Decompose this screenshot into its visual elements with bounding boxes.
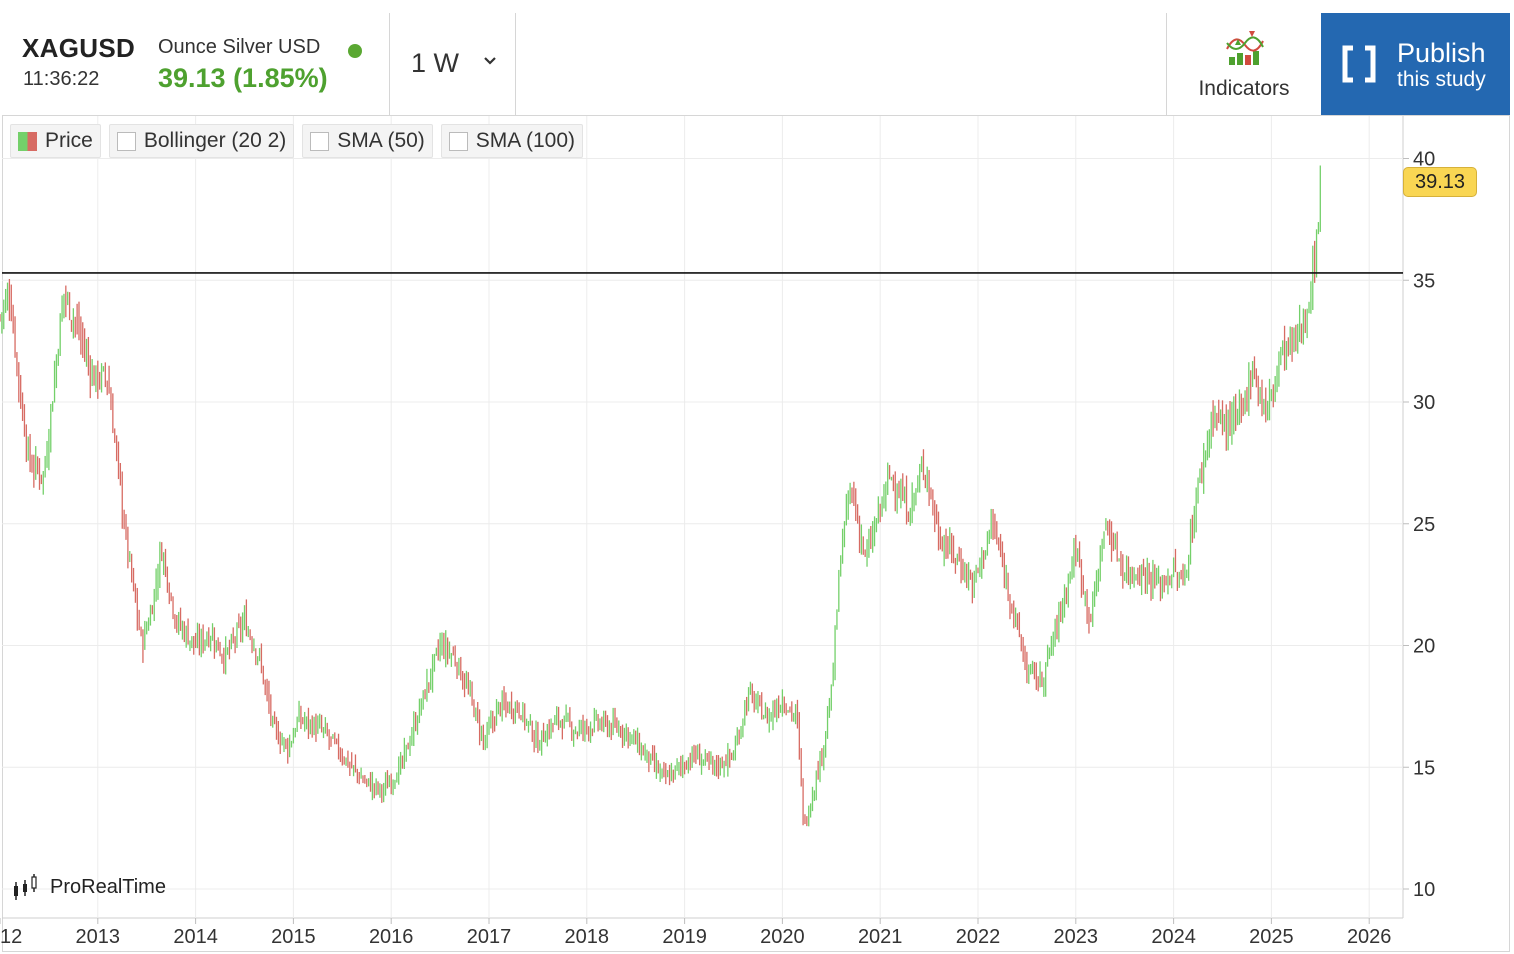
x-tick-label: 2015: [271, 926, 316, 948]
last-update-time: 11:36:22: [23, 68, 100, 90]
x-tick-label: 2014: [173, 926, 218, 948]
instrument-panel: XAGUSD Ounce Silver USD 11:36:22 39.13 (…: [2, 13, 390, 115]
x-tick-label: 2026: [1347, 926, 1392, 948]
bracket-icon: [1342, 45, 1376, 83]
y-tick-label: 15: [1413, 757, 1435, 779]
x-tick-label: 2017: [467, 926, 512, 948]
chart-header: XAGUSD Ounce Silver USD 11:36:22 39.13 (…: [2, 13, 1510, 116]
x-tick-label: 2022: [956, 926, 1001, 948]
chevron-down-icon: [484, 57, 496, 65]
prorealtime-brand: ProRealTime: [12, 872, 166, 902]
price-swatch: [18, 131, 37, 151]
market-status-dot: [348, 44, 362, 58]
publish-study-button[interactable]: Publish this study: [1321, 13, 1510, 115]
x-tick-label: 2013: [76, 926, 121, 948]
x-tick-label: 2019: [662, 926, 707, 948]
last-price-change: 39.13 (1.85%): [158, 63, 328, 93]
publish-sublabel: this study: [1397, 68, 1486, 91]
publish-label: Publish: [1397, 38, 1486, 68]
x-tick-label: 2024: [1151, 926, 1196, 948]
y-tick-label: 35: [1413, 270, 1435, 292]
y-tick-label: 10: [1413, 879, 1435, 901]
period-label: 1 W: [411, 48, 460, 78]
y-tick-label: 30: [1413, 392, 1435, 414]
legend-bollinger[interactable]: Bollinger (20 2): [108, 124, 295, 158]
legend-price-label: Price: [45, 129, 93, 152]
indicators-label: Indicators: [1198, 77, 1290, 100]
sma100-checkbox[interactable]: [448, 131, 468, 151]
x-tick-label: 2025: [1249, 926, 1294, 948]
x-tick-label: 2023: [1054, 926, 1099, 948]
bollinger-checkbox[interactable]: [116, 131, 136, 151]
x-tick-label: 2021: [858, 926, 903, 948]
brand-label: ProRealTime: [50, 875, 166, 898]
indicators-button[interactable]: Indicators: [1166, 13, 1321, 115]
x-tick-label: 2016: [369, 926, 414, 948]
legend-sma100[interactable]: SMA (100): [440, 124, 584, 158]
legend-sma50[interactable]: SMA (50): [302, 124, 433, 158]
x-tick-label: 2012: [0, 926, 22, 948]
legend-price[interactable]: Price: [10, 124, 101, 158]
period-selector[interactable]: 1 W: [390, 13, 516, 115]
legend-sma50-label: SMA (50): [337, 129, 425, 152]
legend-sma100-label: SMA (100): [475, 129, 576, 152]
y-tick-label: 40: [1413, 149, 1435, 171]
chart-frame: [2, 13, 1510, 952]
y-tick-label: 25: [1413, 514, 1435, 536]
y-tick-label: 20: [1413, 636, 1435, 658]
candles: [0, 165, 1321, 827]
sma50-checkbox[interactable]: [310, 131, 330, 151]
x-tick-label: 2020: [760, 926, 805, 948]
legend-bollinger-label: Bollinger (20 2): [143, 129, 287, 152]
x-tick-label: 2018: [565, 926, 610, 948]
chart-legend: Price Bollinger (20 2) SMA (50) SMA (100…: [10, 124, 584, 160]
instrument-name: Ounce Silver USD: [158, 36, 321, 58]
candlestick-logo-icon: [14, 874, 37, 900]
current-price-tag: 39.13: [1403, 167, 1477, 197]
indicators-icon: [1226, 31, 1264, 65]
instrument-symbol: XAGUSD: [22, 33, 136, 63]
